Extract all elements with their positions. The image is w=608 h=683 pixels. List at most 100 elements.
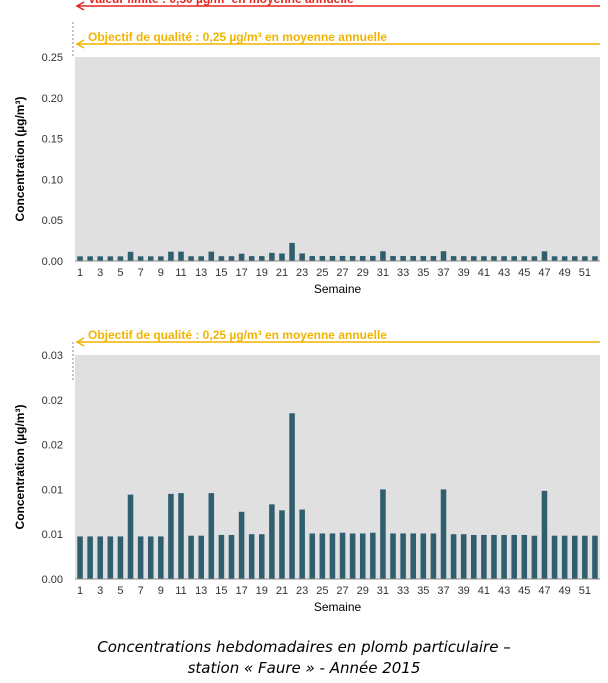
y-tick-label: 0.01 xyxy=(42,529,63,541)
caption-line-1: Concentrations hebdomadaires en plomb pa… xyxy=(97,638,511,656)
y-tick-label: 0.02 xyxy=(42,395,63,407)
x-tick-label: 7 xyxy=(138,267,144,279)
bar-week-9 xyxy=(158,256,164,261)
bar-week-45 xyxy=(521,534,528,579)
bar-week-14 xyxy=(208,251,215,261)
x-tick-label: 25 xyxy=(316,585,328,597)
plot-area xyxy=(75,57,600,261)
plot-area xyxy=(75,355,600,579)
bar-week-5 xyxy=(117,536,124,579)
bar-week-13 xyxy=(198,256,204,261)
x-tick-label: 1 xyxy=(77,585,83,597)
bar-week-38 xyxy=(450,256,457,261)
bar-week-11 xyxy=(178,493,184,579)
bar-week-18 xyxy=(248,534,255,579)
bar-week-49 xyxy=(561,256,568,261)
bar-week-21 xyxy=(279,510,285,579)
x-axis-title: Semaine xyxy=(314,600,362,614)
x-tick-label: 9 xyxy=(158,585,164,597)
bar-week-43 xyxy=(501,534,507,579)
x-tick-label: 9 xyxy=(158,267,164,279)
x-tick-label: 31 xyxy=(377,267,389,279)
x-tick-label: 43 xyxy=(498,267,510,279)
y-tick-label: 0.00 xyxy=(42,256,63,268)
bar-week-25 xyxy=(319,533,326,579)
bar-week-10 xyxy=(168,251,174,261)
bar-week-27 xyxy=(339,532,346,579)
y-tick-label: 0.02 xyxy=(42,440,63,452)
y-tick-label: 0.20 xyxy=(42,93,63,105)
x-tick-label: 23 xyxy=(296,585,308,597)
bar-week-37 xyxy=(440,251,447,261)
bar-week-7 xyxy=(137,536,144,579)
bar-week-44 xyxy=(511,256,517,261)
bar-week-8 xyxy=(147,256,154,261)
bar-week-16 xyxy=(228,256,235,261)
x-tick-label: 39 xyxy=(458,267,470,279)
y-tick-label: 0.15 xyxy=(42,134,63,146)
bar-week-34 xyxy=(410,256,416,261)
x-axis-title: Semaine xyxy=(314,282,362,296)
bar-week-29 xyxy=(359,256,366,261)
bar-week-12 xyxy=(188,535,194,579)
bar-week-3 xyxy=(97,536,104,579)
bar-week-35 xyxy=(420,256,427,261)
bar-week-42 xyxy=(491,256,497,261)
x-tick-label: 27 xyxy=(336,267,348,279)
arrow-left-icon xyxy=(75,39,85,49)
chart-figure: 1 3 5 7 9 11 13 15 17 19 21 23 25 27 29 31 33 35 37 39 41 43 4… xyxy=(13,0,600,614)
bar-week-50 xyxy=(571,256,578,261)
bar-week-33 xyxy=(400,256,406,261)
bar-week-19 xyxy=(259,256,265,261)
arrow-left-icon xyxy=(75,1,85,11)
x-tick-label: 51 xyxy=(579,585,591,597)
chart-panel-1: 1 3 5 7 9 11 13 15 17 19 21 23 25 27 29 31 33 35 37 39 41 43 4… xyxy=(13,0,600,296)
bar-week-21 xyxy=(279,253,285,261)
y-tick-label: 0.25 xyxy=(42,52,63,64)
bar-week-40 xyxy=(471,534,477,579)
bar-week-31 xyxy=(380,251,386,261)
bar-week-49 xyxy=(561,535,568,579)
x-tick-label: 33 xyxy=(397,585,409,597)
y-tick-label: 0.05 xyxy=(42,215,63,227)
bar-week-15 xyxy=(218,534,225,579)
x-tick-label: 49 xyxy=(559,585,571,597)
bar-week-46 xyxy=(531,535,538,579)
bar-week-22 xyxy=(289,242,295,261)
x-tick-label: 41 xyxy=(478,585,490,597)
bar-week-1 xyxy=(77,256,83,261)
bar-week-14 xyxy=(208,493,215,579)
x-tick-label: 25 xyxy=(316,267,328,279)
x-tick-label: 47 xyxy=(538,267,550,279)
y-axis-title: Concentration (µg/m³) xyxy=(13,97,27,222)
bar-week-8 xyxy=(147,536,154,579)
y-tick-label: 0.03 xyxy=(42,350,63,362)
x-tick-label: 1 xyxy=(77,267,83,279)
x-tick-label: 33 xyxy=(397,267,409,279)
x-tick-label: 43 xyxy=(498,585,510,597)
bar-week-26 xyxy=(329,533,336,579)
bar-week-23 xyxy=(299,253,305,261)
x-tick-label: 29 xyxy=(357,267,369,279)
bar-week-1 xyxy=(77,536,83,579)
bar-week-44 xyxy=(511,534,517,579)
bar-week-32 xyxy=(390,256,396,261)
reference-line-label: Objectif de qualité : 0,25 µg/m³ en moye… xyxy=(88,328,387,342)
bar-week-11 xyxy=(178,251,184,261)
bar-week-51 xyxy=(582,256,588,261)
x-tick-label: 3 xyxy=(97,267,103,279)
bar-week-4 xyxy=(107,536,114,579)
bar-week-47 xyxy=(541,490,548,579)
figure-caption: Concentrations hebdomadaires en plomb pa… xyxy=(0,637,608,679)
bar-week-50 xyxy=(571,535,578,579)
bar-week-2 xyxy=(87,536,93,579)
x-tick-label: 7 xyxy=(138,585,144,597)
x-tick-label: 35 xyxy=(417,585,429,597)
bar-week-37 xyxy=(440,489,447,579)
x-tick-label: 3 xyxy=(97,585,103,597)
x-tick-label: 31 xyxy=(377,585,389,597)
x-tick-label: 23 xyxy=(296,267,308,279)
bar-week-24 xyxy=(309,256,316,261)
bar-week-32 xyxy=(390,533,396,579)
bar-week-35 xyxy=(420,533,427,579)
